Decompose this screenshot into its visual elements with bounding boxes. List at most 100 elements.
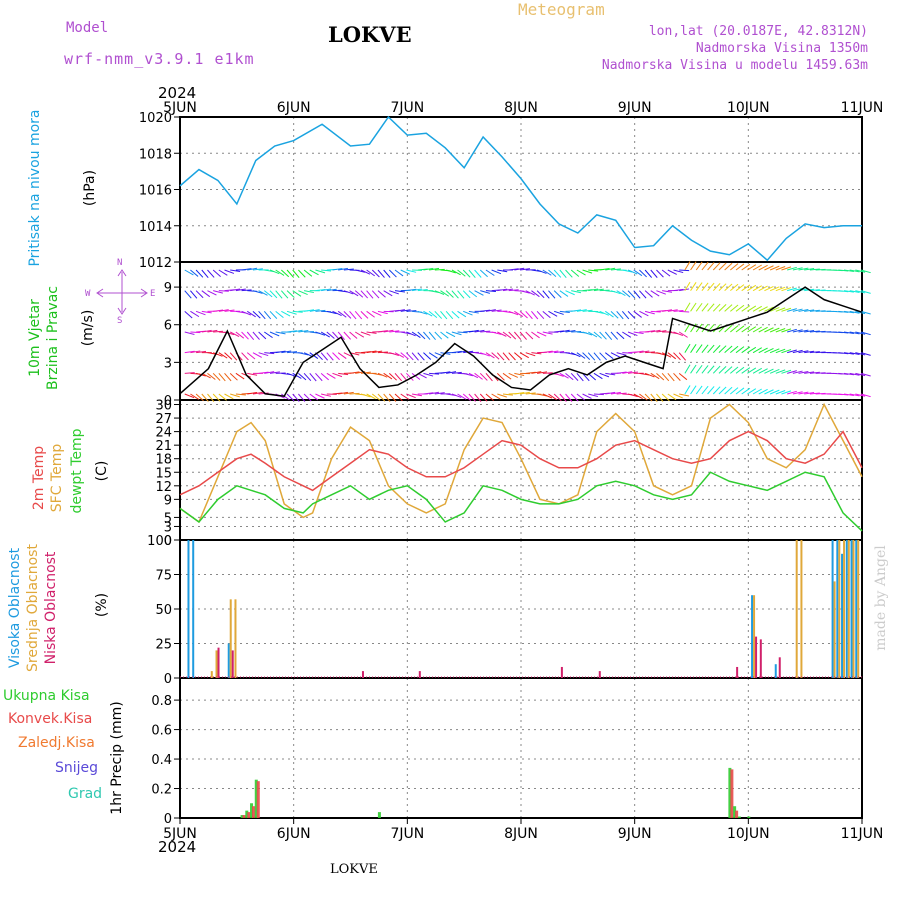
wind-barb: [758, 264, 768, 271]
wind-barb: [735, 304, 745, 312]
wind-barb: [388, 372, 397, 381]
wind-barb: [747, 284, 757, 292]
wind-barb: [604, 331, 613, 340]
x-tick-label-bottom: 10JUN: [727, 826, 770, 842]
wind-barb: [616, 311, 624, 320]
wind-barb: [451, 290, 459, 299]
wind-barb: [525, 392, 536, 395]
wind-barb: [423, 310, 433, 317]
wind-barb: [752, 367, 762, 374]
wind-barb: [269, 310, 278, 319]
wind-barb: [752, 305, 762, 312]
wind-barb: [230, 288, 241, 292]
wind-barb: [695, 261, 703, 271]
wind-barb: [576, 373, 584, 382]
wind-barb: [190, 269, 199, 277]
wind-barb: [769, 389, 780, 395]
wind-barb: [730, 263, 739, 271]
wind-barb: [730, 387, 739, 395]
wind-barb: [229, 352, 238, 361]
y-tick-label: 0: [164, 534, 172, 549]
wind-barb: [622, 371, 633, 374]
wind-barb: [292, 372, 302, 379]
wind-barb: [593, 372, 603, 380]
wind-barb: [792, 391, 803, 395]
wind-barb: [718, 283, 727, 292]
wind-barb: [320, 331, 330, 338]
wind-barb: [201, 310, 212, 314]
wind-barb: [855, 372, 866, 377]
wind-barb: [673, 310, 684, 312]
wind-barb: [349, 311, 357, 320]
wind-barb: [213, 290, 223, 294]
wind-barb: [684, 281, 691, 291]
high-cloud-bar: [751, 595, 754, 678]
wind-barb: [775, 266, 786, 271]
wind-barb: [548, 393, 557, 401]
wind-barb: [695, 302, 703, 312]
wind-barb: [792, 370, 803, 374]
wind-barb: [218, 352, 228, 359]
wind-barb: [678, 352, 687, 361]
wind-barb: [479, 393, 488, 402]
wind-barb: [434, 392, 445, 395]
wind-barb: [690, 385, 697, 395]
wind-barb: [610, 391, 621, 395]
wind-barb: [212, 372, 221, 381]
x-tick-label-top: 7JUN: [390, 100, 424, 116]
wind-barb: [661, 269, 671, 277]
wind-barb: [337, 331, 345, 340]
wind-barb: [480, 309, 491, 312]
wind-barb: [218, 290, 229, 292]
wind-barb: [235, 372, 245, 380]
wind-barb: [371, 290, 380, 299]
x-tick-label-top: 10JUN: [727, 100, 770, 116]
wind-barb: [849, 372, 860, 376]
station-title: LOKVE: [328, 22, 412, 47]
wind-barb: [627, 393, 638, 398]
wind-barb: [553, 393, 562, 402]
wind-barb: [377, 330, 388, 333]
wind-barb: [644, 269, 653, 278]
wind-barb: [610, 310, 619, 319]
wind-barb: [411, 352, 419, 361]
wind-barb: [429, 267, 440, 271]
wind-barb: [553, 290, 562, 299]
mid-cloud-bar: [857, 540, 860, 678]
wind-barb: [315, 372, 323, 382]
wind-barb: [787, 370, 797, 374]
total-precip-bar: [245, 810, 249, 818]
wind-barb: [712, 365, 721, 374]
wind-barb: [224, 309, 235, 312]
wind-barb: [292, 269, 300, 278]
wind-barb: [360, 393, 371, 398]
wind-barb: [644, 393, 653, 402]
wind-barb: [531, 331, 540, 339]
wind-barb: [781, 266, 792, 271]
wind-barb: [616, 371, 627, 374]
wind-barb: [599, 268, 610, 271]
wind-barb: [576, 269, 586, 276]
wind-barb: [593, 310, 604, 314]
wind-barb: [281, 350, 292, 354]
wind-barb: [514, 352, 523, 360]
wind-barb: [258, 371, 269, 374]
wind-barb: [451, 393, 462, 398]
wind-barb: [519, 310, 528, 319]
wind-barb: [622, 290, 631, 298]
wind-barb: [735, 263, 745, 271]
wind-barb: [514, 372, 525, 376]
y-tick-label: 0.4: [151, 753, 172, 768]
wind-barb: [184, 269, 194, 276]
wind-barb: [809, 351, 820, 354]
y-tick-label: 30: [155, 399, 172, 414]
wind-barb: [787, 287, 797, 292]
wind-barb: [428, 331, 436, 340]
wind-barb: [337, 310, 347, 318]
wind-barb: [371, 269, 380, 278]
wind-barb: [769, 368, 780, 374]
wind-barb: [724, 386, 733, 395]
wind-barb: [633, 290, 641, 299]
wind-barb: [724, 366, 733, 374]
wind-barb: [622, 352, 633, 354]
